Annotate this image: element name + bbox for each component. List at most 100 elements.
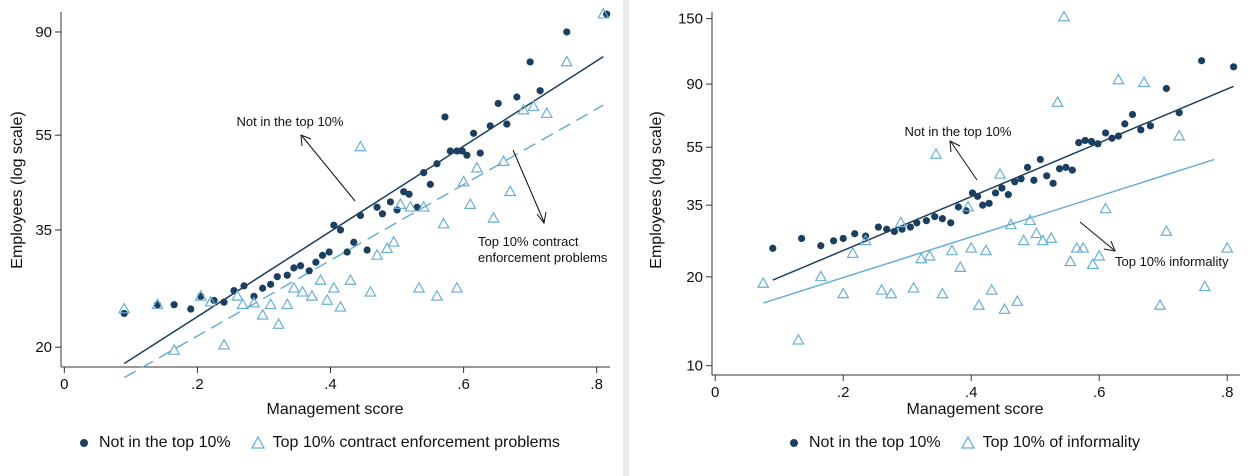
data-point — [1036, 155, 1044, 164]
data-point — [204, 295, 217, 307]
data-point — [1086, 257, 1100, 270]
data-point — [1153, 298, 1167, 310]
data-point — [404, 200, 417, 212]
data-point — [305, 267, 313, 275]
data-point — [1023, 213, 1037, 226]
data-point — [985, 283, 998, 295]
data-point — [433, 160, 441, 168]
data-point — [450, 281, 464, 293]
data-point — [1062, 163, 1070, 171]
x-tick-label: .4 — [324, 376, 337, 393]
data-point — [894, 216, 908, 228]
data-point — [1051, 95, 1064, 107]
data-point — [413, 203, 421, 211]
data-point — [1075, 139, 1083, 147]
data-point — [985, 199, 993, 207]
data-point — [290, 264, 298, 272]
data-point — [446, 147, 454, 155]
data-point — [563, 28, 571, 36]
y-tick-label: 55 — [686, 139, 703, 156]
data-point — [936, 287, 949, 299]
data-point — [441, 113, 449, 121]
data-point — [318, 251, 327, 259]
data-point — [517, 103, 530, 115]
data-point — [923, 249, 936, 261]
legend-left: Not in the top 10% Top 10% contract enfo… — [75, 432, 578, 454]
data-point — [846, 246, 860, 258]
annotation-top10: Top 10% informality — [1115, 254, 1229, 269]
data-point — [469, 129, 478, 137]
data-point — [964, 241, 978, 253]
legend-item-top10: Top 10% contract enforcement problems — [249, 434, 560, 452]
data-point — [974, 192, 982, 200]
panel-divider — [623, 0, 629, 476]
y-tick-label: 55 — [35, 127, 52, 144]
axes-right — [711, 12, 1240, 376]
data-point — [117, 302, 131, 314]
arrow-top10 — [512, 149, 547, 225]
data-point — [453, 147, 461, 155]
y-tick-label: 35 — [686, 197, 703, 214]
data-point — [1108, 134, 1116, 142]
data-point — [378, 210, 387, 218]
data-point — [356, 211, 365, 220]
data-point — [494, 99, 502, 108]
data-point — [364, 285, 377, 297]
data-point — [1099, 202, 1112, 214]
data-point — [859, 234, 872, 246]
data-point — [334, 300, 347, 312]
data-point — [836, 287, 850, 299]
y-axis-title: Employees (log scale) — [648, 111, 665, 268]
x-axis-title: Management score — [907, 401, 1044, 418]
axes-left — [60, 12, 610, 368]
data-point — [240, 282, 248, 290]
data-point — [1064, 255, 1077, 267]
chart-panel-left: 0.2.4.6.8 20 35 55 90 Employees (log scale) … — [0, 0, 620, 476]
data-point — [373, 203, 381, 211]
data-point — [540, 106, 554, 118]
data-point — [497, 154, 510, 166]
data-point — [167, 343, 181, 355]
data-point — [1030, 176, 1038, 184]
data-point — [217, 338, 231, 350]
data-point — [325, 248, 333, 256]
data-point — [1087, 137, 1096, 146]
chart-panel-right: 0 .2 .4 .6 .8 10 20 35 55 90 150 Employees (log sc… — [630, 0, 1250, 476]
y-tick-label: 35 — [35, 222, 52, 239]
data-point — [1112, 73, 1125, 85]
data-point — [393, 206, 401, 214]
data-point — [457, 175, 470, 187]
x-tick-label: .6 — [1093, 384, 1106, 401]
data-point — [267, 280, 275, 288]
data-point — [1172, 129, 1186, 141]
data-point — [412, 281, 426, 293]
data-point — [281, 297, 294, 310]
data-point — [1043, 172, 1051, 180]
data-point — [1017, 175, 1025, 183]
y-tick-label: 10 — [686, 358, 703, 375]
data-point — [536, 87, 544, 95]
data-point — [526, 58, 534, 66]
x-tick-label: .2 — [837, 384, 850, 401]
data-point — [961, 200, 975, 212]
x-tick-label: .2 — [191, 376, 204, 393]
data-point — [898, 225, 906, 233]
data-point — [363, 246, 371, 254]
legend-item-not-top10: Not in the top 10% — [785, 434, 941, 452]
data-point — [344, 273, 357, 285]
data-point — [394, 197, 407, 209]
data-point — [1055, 165, 1064, 173]
data-point — [1162, 84, 1170, 93]
data-point — [476, 149, 484, 157]
data-point — [417, 200, 430, 212]
data-point — [1044, 231, 1058, 243]
data-point — [907, 281, 920, 293]
data-point — [1128, 110, 1137, 119]
data-point — [1160, 224, 1173, 236]
data-point — [1011, 178, 1019, 186]
data-point — [798, 234, 806, 243]
tick-group-right: 0 .2 .4 .6 .8 10 20 35 55 90 150 — [678, 11, 1233, 401]
data-point — [979, 244, 993, 256]
data-point — [830, 237, 838, 245]
data-point — [998, 302, 1011, 314]
